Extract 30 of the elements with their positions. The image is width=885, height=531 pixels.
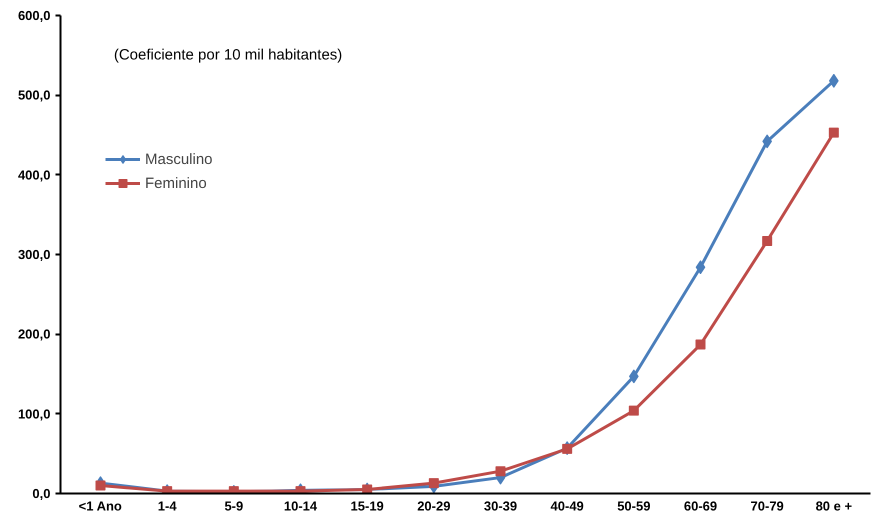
x-tick-label: 60-69 bbox=[684, 498, 718, 514]
x-tick-label: 80 e + bbox=[816, 498, 852, 514]
x-tick-label: 40-49 bbox=[550, 498, 584, 514]
x-tick-label: 15-19 bbox=[350, 498, 384, 514]
legend-label: Feminino bbox=[145, 174, 207, 192]
x-tick-label: 20-29 bbox=[417, 498, 450, 514]
point bbox=[828, 128, 839, 138]
point bbox=[428, 478, 439, 488]
x-tick-label: <1 Ano bbox=[78, 498, 122, 514]
y-tick-label: 300,0 bbox=[18, 247, 51, 262]
point bbox=[762, 236, 772, 246]
point bbox=[696, 340, 706, 350]
point bbox=[96, 480, 106, 491]
point bbox=[562, 444, 572, 454]
x-tick-label: 70-79 bbox=[750, 498, 784, 514]
annotation: (Coeficiente por 10 mil habitantes) bbox=[114, 46, 342, 64]
y-tick-label: 400,0 bbox=[18, 167, 51, 182]
y-tick-label: 600,0 bbox=[18, 8, 51, 23]
x-tick-label: 50-59 bbox=[617, 498, 650, 514]
point bbox=[628, 406, 639, 416]
y-tick-label: 100,0 bbox=[18, 406, 51, 422]
y-tick-label: 200,0 bbox=[18, 326, 51, 342]
x-tick-label: 5-9 bbox=[224, 498, 244, 514]
x-tick-label: 30-39 bbox=[484, 498, 518, 514]
legend-label: Masculino bbox=[145, 150, 213, 168]
point bbox=[496, 466, 506, 476]
x-tick-label: 10-14 bbox=[284, 498, 318, 514]
y-tick-label: 500,0 bbox=[18, 88, 51, 103]
x-tick-label: 1-4 bbox=[158, 498, 178, 514]
y-tick-label: 0,0 bbox=[32, 486, 51, 501]
